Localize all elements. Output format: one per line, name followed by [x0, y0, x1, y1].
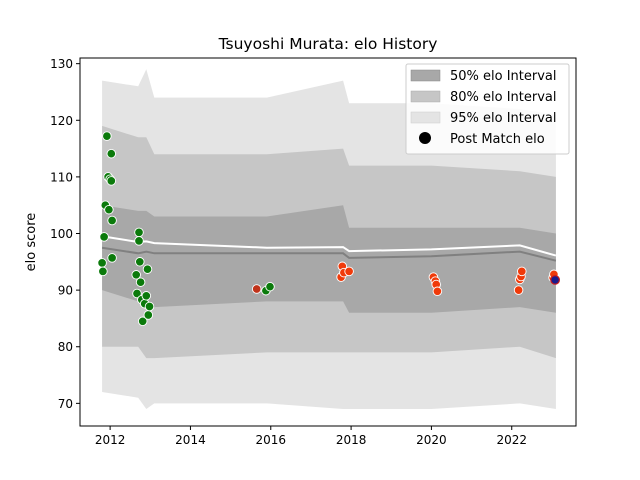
x-tick-label: 2016: [255, 433, 286, 447]
y-tick-label: 90: [58, 284, 73, 298]
post-match-point: [102, 131, 112, 141]
y-tick-label: 130: [50, 57, 73, 71]
post-match-point: [137, 316, 148, 327]
post-match-point: [144, 301, 155, 312]
post-match-point: [98, 266, 108, 277]
legend-marker-points: [419, 132, 431, 144]
legend-label-95: 95% elo Interval: [450, 111, 557, 126]
y-tick-label: 100: [50, 227, 73, 241]
post-match-point: [107, 215, 117, 226]
legend-label-80: 80% elo Interval: [450, 90, 557, 105]
x-tick-label: 2014: [175, 433, 206, 447]
median-line: [101, 246, 557, 262]
band-50: [102, 205, 556, 313]
legend: 50% elo Interval 80% elo Interval 95% el…: [405, 63, 570, 155]
post-match-point: [106, 176, 117, 186]
legend-label-points: Post Match elo: [450, 132, 545, 147]
post-match-point: [265, 281, 275, 292]
post-match-point: [131, 270, 141, 280]
post-match-point: [432, 286, 443, 297]
post-match-point: [99, 232, 109, 242]
post-match-point: [135, 277, 146, 287]
post-match-point: [134, 227, 144, 238]
post-match-point: [104, 204, 114, 215]
post-match-point: [106, 148, 117, 159]
post-match-point: [135, 257, 145, 267]
post-match-point: [251, 284, 262, 294]
x-tick-label: 2018: [336, 433, 367, 447]
post-match-points: [97, 131, 560, 327]
post-match-point: [517, 266, 527, 277]
legend-box: [405, 63, 570, 155]
post-match-point: [134, 236, 144, 246]
post-match-point: [97, 258, 107, 268]
x-axis: 2012 2014 2016 2018 2020 2022: [95, 426, 527, 447]
post-match-point: [143, 310, 154, 320]
x-tick-label: 2020: [416, 433, 447, 447]
y-tick-label: 80: [58, 340, 73, 354]
x-tick-label: 2022: [496, 433, 527, 447]
y-axis-label: elo score: [24, 213, 39, 272]
post-match-point: [344, 266, 354, 277]
post-match-point: [132, 288, 142, 299]
y-axis: 70 80 90 100 110 120 130: [50, 57, 80, 411]
y-tick-label: 70: [58, 397, 73, 411]
y-tick-label: 120: [50, 114, 73, 128]
y-tick-label: 110: [50, 170, 73, 184]
legend-swatch-80: [410, 90, 441, 103]
post-match-point: [107, 253, 117, 263]
legend-label-50: 50% elo Interval: [450, 69, 557, 84]
axes-frame: [79, 57, 577, 427]
legend-swatch-95: [410, 111, 441, 124]
legend-swatch-50: [410, 69, 441, 82]
post-match-point: [513, 285, 524, 295]
x-tick-label: 2012: [95, 433, 126, 447]
post-match-point: [142, 264, 153, 274]
post-match-point: [141, 291, 152, 301]
post-match-point: [550, 275, 560, 285]
chart-title: Tsuyoshi Murata: elo History: [218, 35, 438, 53]
